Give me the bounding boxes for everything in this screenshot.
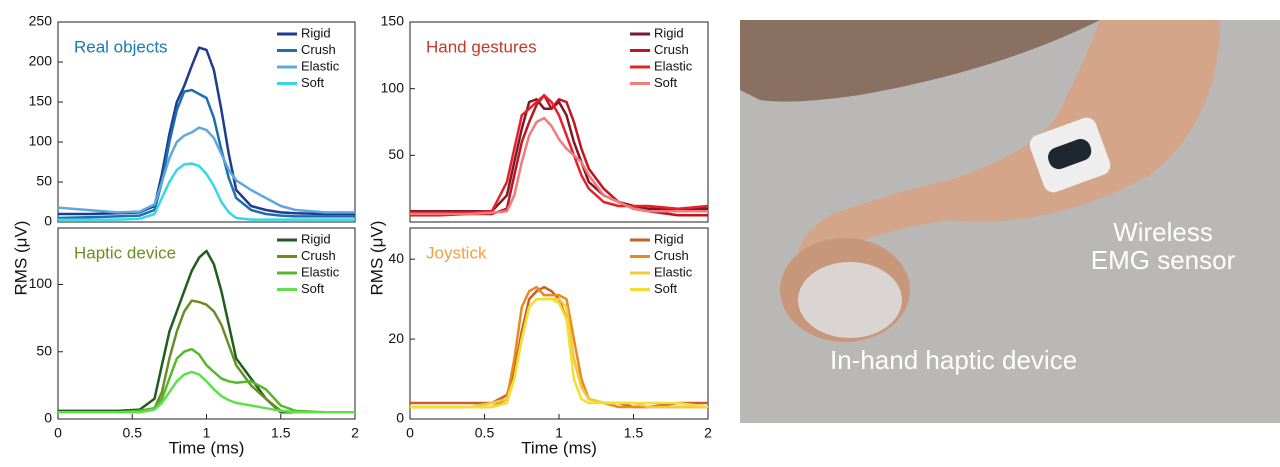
y-tick-label: 0 <box>396 410 404 426</box>
y-tick-label: 200 <box>29 53 53 69</box>
legend-label: Crush <box>654 248 689 263</box>
x-tick-label: 1 <box>203 425 211 441</box>
series-line <box>58 370 355 414</box>
series-line <box>410 297 708 409</box>
legend-label: Elastic <box>654 264 693 279</box>
y-tick-label: 150 <box>29 93 53 109</box>
y-tick-label: 50 <box>36 342 52 358</box>
x-axis-label: Time (ms) <box>169 438 245 457</box>
y-axis-label: RMS (μV) <box>11 221 30 296</box>
x-tick-label: 0.5 <box>475 425 495 441</box>
legend-label: Elastic <box>301 58 340 73</box>
y-tick-label: 0 <box>44 213 52 229</box>
legend-label: Soft <box>301 75 325 90</box>
series-line <box>58 299 355 414</box>
y-tick-label: 250 <box>29 13 53 29</box>
y-tick-label: 40 <box>388 250 404 266</box>
y-tick-label: 100 <box>29 275 53 291</box>
y-tick-label: 0 <box>44 410 52 426</box>
series-line <box>57 126 355 214</box>
legend-label: Rigid <box>654 25 684 40</box>
series-line <box>410 94 709 214</box>
x-tick-label: 2 <box>351 425 359 441</box>
x-tick-label: 1.5 <box>624 425 644 441</box>
y-tick-label: 150 <box>381 13 405 29</box>
x-tick-label: 2 <box>704 425 712 441</box>
plot-frame <box>57 21 356 223</box>
y-tick-label: 50 <box>36 173 52 189</box>
legend-label: Rigid <box>301 25 331 40</box>
series-line <box>57 88 355 220</box>
series-line <box>410 285 708 409</box>
x-tick-label: 0 <box>406 425 414 441</box>
series-line <box>410 116 708 216</box>
sensor-label: EMG sensor <box>1091 245 1236 275</box>
forearm <box>798 20 1220 270</box>
legend-label: Elastic <box>654 58 693 73</box>
x-tick-label: 0.5 <box>123 425 143 441</box>
device-label: In-hand haptic device <box>830 345 1077 375</box>
y-tick-label: 20 <box>388 330 404 346</box>
legend-label: Crush <box>654 42 689 57</box>
legend-label: Soft <box>301 281 325 296</box>
series-line <box>58 162 355 221</box>
y-tick-label: 50 <box>388 146 404 162</box>
emg-sensor <box>1048 139 1092 170</box>
legend-label: Crush <box>301 42 336 57</box>
series-line <box>58 347 355 414</box>
photo: Wireless EMG sensor In-hand haptic devic… <box>740 20 1280 423</box>
chart-title: Haptic device <box>74 243 176 262</box>
chart-title: Hand gestures <box>426 37 537 56</box>
haptic-device <box>798 262 902 338</box>
x-tick-label: 1 <box>555 425 563 441</box>
legend-label: Elastic <box>301 264 340 279</box>
x-tick-label: 1.5 <box>271 425 291 441</box>
y-tick-label: 100 <box>381 79 405 95</box>
series-line <box>410 297 709 409</box>
x-axis-label: Time (ms) <box>521 438 597 457</box>
y-axis-label: RMS (μV) <box>367 221 386 296</box>
chart-title: Joystick <box>426 243 487 262</box>
chart-title: Real objects <box>74 37 168 56</box>
legend-label: Rigid <box>654 231 684 246</box>
x-tick-label: 0 <box>54 425 62 441</box>
plot-frame <box>409 21 709 223</box>
legend-label: Soft <box>654 75 678 90</box>
y-tick-label: 100 <box>29 133 53 149</box>
sensor-label: Wireless <box>1113 217 1213 247</box>
legend-label: Crush <box>301 248 336 263</box>
legend-label: Rigid <box>301 231 331 246</box>
upper-arm <box>740 20 1100 102</box>
legend-label: Soft <box>654 281 678 296</box>
